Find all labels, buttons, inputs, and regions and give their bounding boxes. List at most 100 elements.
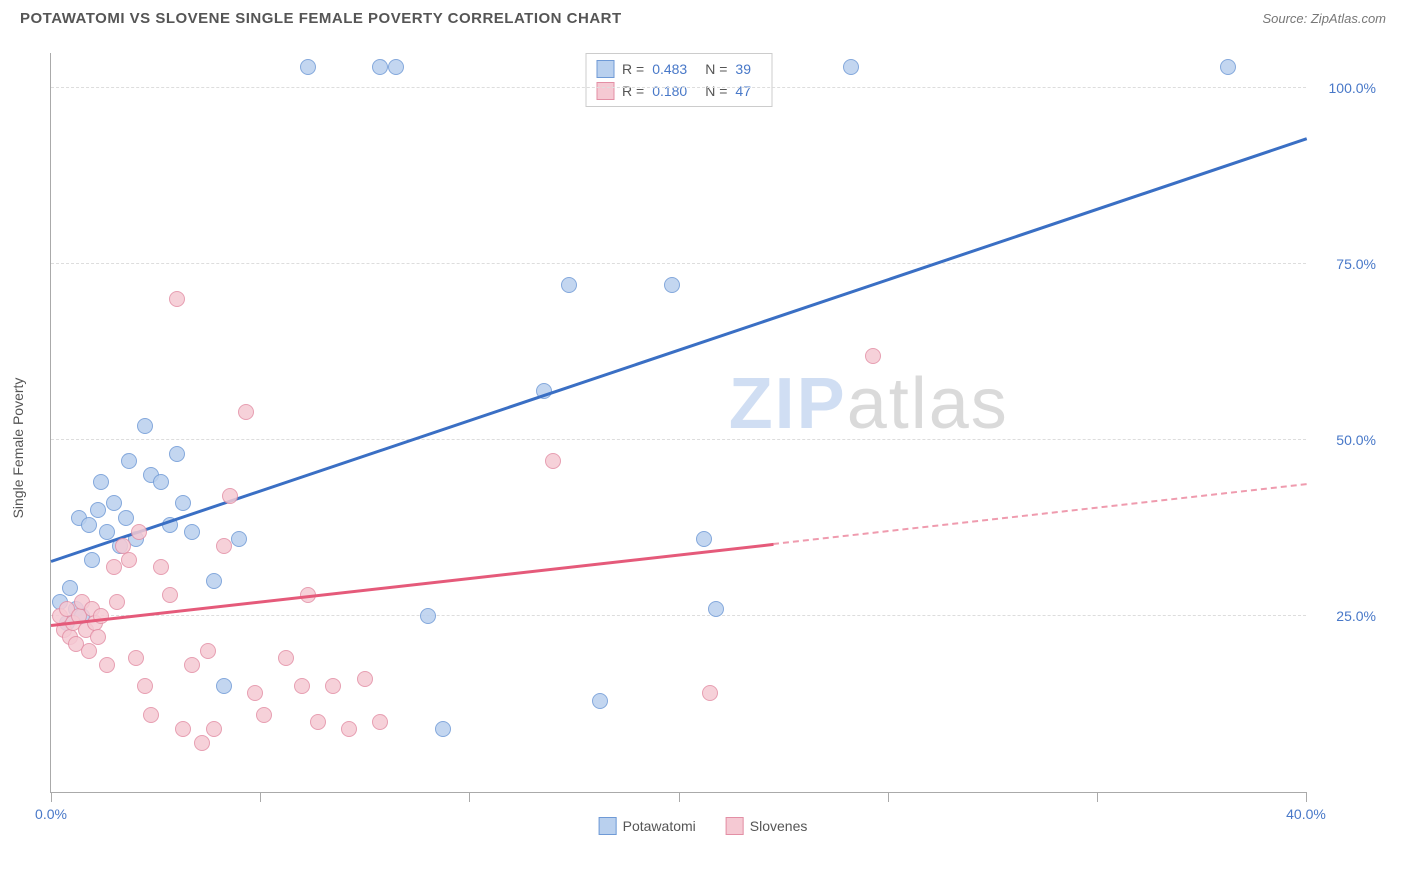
data-point [216,538,232,554]
legend-swatch [599,817,617,835]
x-tick [51,792,52,802]
legend-n-value: 39 [735,61,751,77]
data-point [435,721,451,737]
legend-label: Potawatomi [623,818,696,834]
data-point [372,59,388,75]
y-axis-label: Single Female Poverty [10,378,26,519]
data-point [664,277,680,293]
data-point [300,59,316,75]
chart-header: POTAWATOMI VS SLOVENE SINGLE FEMALE POVE… [0,0,1406,33]
x-tick [260,792,261,802]
watermark-atlas: atlas [847,364,1009,444]
data-point [93,474,109,490]
x-tick [1097,792,1098,802]
legend-r-label: R = [622,61,644,77]
legend-n-label: N = [705,83,727,99]
data-point [592,693,608,709]
data-point [294,678,310,694]
data-point [420,608,436,624]
data-point [137,678,153,694]
data-point [1220,59,1236,75]
gridline [51,263,1306,264]
data-point [162,587,178,603]
data-point [62,580,78,596]
gridline [51,439,1306,440]
x-tick-label: 40.0% [1286,806,1326,822]
data-point [128,650,144,666]
data-point [561,277,577,293]
data-point [206,573,222,589]
data-point [325,678,341,694]
legend-label: Slovenes [750,818,808,834]
legend-swatch [726,817,744,835]
data-point [121,453,137,469]
data-point [84,552,100,568]
trend-line [51,138,1308,564]
y-tick-label: 25.0% [1316,608,1376,624]
data-point [175,495,191,511]
data-point [143,707,159,723]
x-tick [469,792,470,802]
data-point [90,629,106,645]
data-point [137,418,153,434]
y-tick-label: 50.0% [1316,432,1376,448]
data-point [121,552,137,568]
trend-line [773,483,1307,545]
data-point [708,601,724,617]
data-point [131,524,147,540]
correlation-legend-row: R = 0.483 N = 39 [596,58,761,80]
correlation-legend-row: R =0.180N =47 [596,80,761,102]
watermark-zip: ZIP [729,364,847,444]
x-tick [888,792,889,802]
data-point [106,495,122,511]
data-point [843,59,859,75]
data-point [99,524,115,540]
data-point [231,531,247,547]
data-point [341,721,357,737]
legend-r-label: R = [622,83,644,99]
x-tick [679,792,680,802]
data-point [169,446,185,462]
data-point [388,59,404,75]
data-point [247,685,263,701]
chart-container: Single Female Poverty ZIPatlas R = 0.483 N… [0,33,1406,863]
plot-area: ZIPatlas R =0.483N =39R =0.180N =47 25.0… [50,53,1306,793]
data-point [216,678,232,694]
chart-title: POTAWATOMI VS SLOVENE SINGLE FEMALE POVE… [20,10,622,27]
data-point [118,510,134,526]
y-tick-label: 75.0% [1316,256,1376,272]
correlation-legend: R =0.483N =39R =0.180N =47 [585,53,772,107]
watermark: ZIPatlas [729,363,1009,445]
data-point [81,517,97,533]
data-point [865,348,881,364]
data-point [153,474,169,490]
x-tick [1306,792,1307,802]
data-point [702,685,718,701]
chart-source: Source: ZipAtlas.com [1262,11,1386,26]
data-point [184,657,200,673]
gridline [51,87,1306,88]
data-point [206,721,222,737]
data-point [184,524,200,540]
gridline [51,615,1306,616]
legend-r-value: 0.483 [652,61,687,77]
data-point [99,657,115,673]
y-tick-label: 100.0% [1316,80,1376,96]
data-point [200,643,216,659]
data-point [310,714,326,730]
data-point [194,735,210,751]
data-point [81,643,97,659]
x-tick-label: 0.0% [35,806,67,822]
legend-n-label: N = [705,61,727,77]
data-point [153,559,169,575]
data-point [372,714,388,730]
data-point [278,650,294,666]
data-point [696,531,712,547]
data-point [545,453,561,469]
legend-swatch [596,82,614,100]
legend-r-value: 0.180 [652,83,687,99]
legend-item: Potawatomi [599,817,696,835]
legend-swatch [596,60,614,78]
data-point [357,671,373,687]
data-point [109,594,125,610]
